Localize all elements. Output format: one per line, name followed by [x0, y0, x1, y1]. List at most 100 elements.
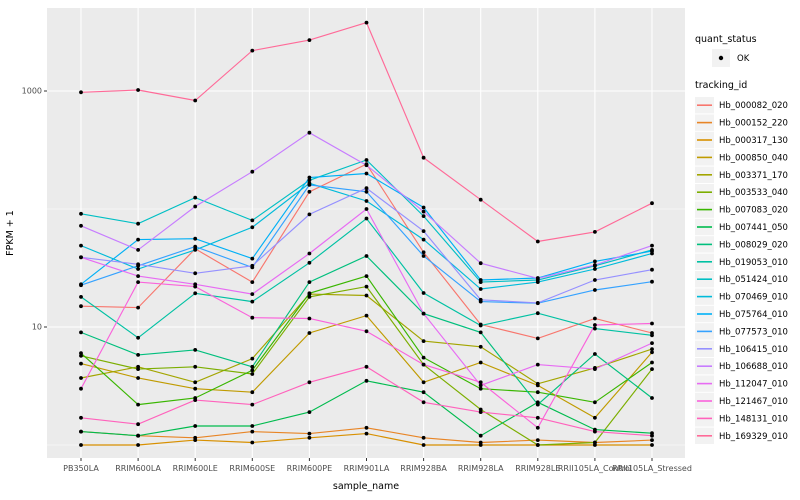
- data-point-Hb_019053_010-RRIM928BA: [421, 291, 426, 295]
- data-point-Hb_000082_020-RRIM600SE: [250, 280, 255, 284]
- data-point-Hb_003371_170-RRII105LA_Stressed: [650, 347, 654, 351]
- data-point-Hb_112047_010-RRIM928LE: [535, 362, 540, 367]
- data-point-Hb_007441_050-RRIM600LA: [136, 433, 141, 438]
- data-point-Hb_000850_040-RRIM600LA: [136, 376, 141, 380]
- data-point-Hb_003371_170-RRIM600SE: [250, 356, 255, 361]
- data-point-Hb_019053_010-RRIM928LA: [478, 323, 483, 328]
- x-tick-label-RRII105LA_Control: RRII105LA_Control: [558, 464, 632, 473]
- data-point-Hb_003533_040-RRIM600LA: [136, 367, 141, 371]
- data-point-Hb_112047_010-RRII105LA_Control: [593, 367, 597, 371]
- legend-label-Hb_169329_010: Hb_169329_010: [719, 432, 788, 442]
- data-point-Hb_000152_220-RRIM901LA: [364, 425, 369, 430]
- data-point-Hb_075764_010-RRIM600LE: [193, 236, 198, 241]
- data-point-Hb_169329_010-PB350LA: [79, 90, 83, 95]
- data-point-Hb_000082_020-RRIM600PE: [307, 189, 312, 194]
- data-point-Hb_051424_010-RRIM901LA: [364, 158, 369, 162]
- data-point-Hb_019053_010-RRIM901LA: [364, 216, 369, 221]
- legend-label-Hb_106688_010: Hb_106688_010: [719, 362, 788, 372]
- x-tick-label-RRIM600SE: RRIM600SE: [229, 464, 275, 473]
- data-point-Hb_148131_010-RRIM600PE: [307, 380, 312, 385]
- legend-label-ok: OK: [737, 54, 750, 64]
- data-point-Hb_106415_010-RRII105LA_Stressed: [650, 267, 654, 272]
- data-point-Hb_121467_010-PB350LA: [79, 386, 83, 391]
- data-point-Hb_007441_050-RRIM600PE: [307, 410, 312, 414]
- data-point-Hb_008029_020-RRIM600SE: [250, 364, 255, 369]
- data-point-Hb_008029_020-RRIM928LA: [478, 330, 483, 335]
- data-point-Hb_003533_040-RRIM600PE: [307, 295, 312, 299]
- data-point-Hb_007083_020-RRIM901LA: [364, 274, 369, 278]
- data-point-Hb_106688_010-RRIM928LE: [535, 276, 540, 281]
- data-point-Hb_008029_020-RRIM600LE: [193, 348, 198, 352]
- data-point-Hb_112047_010-RRIM928BA: [421, 311, 426, 316]
- data-point-Hb_000082_020-RRIM928BA: [421, 250, 426, 255]
- legend-label-Hb_007441_050: Hb_007441_050: [719, 223, 788, 233]
- data-point-Hb_000850_040-RRIM928LA: [478, 360, 483, 365]
- data-point-Hb_070469_010-RRIM600LA: [136, 267, 141, 271]
- data-point-Hb_008029_020-PB350LA: [79, 330, 83, 335]
- data-point-Hb_169329_010-RRII105LA_Control: [593, 230, 597, 234]
- data-point-Hb_000082_020-RRIM928LE: [535, 336, 540, 341]
- data-point-Hb_112047_010-RRIM901LA: [364, 207, 369, 211]
- data-point-Hb_019053_010-RRIM928LE: [535, 311, 540, 316]
- data-point-Hb_075764_010-RRIM600PE: [307, 175, 312, 180]
- data-point-Hb_169329_010-RRIM600LE: [193, 98, 198, 103]
- data-point-Hb_000317_130-RRIM901LA: [364, 431, 369, 436]
- data-point-Hb_000082_020-RRIM600LA: [136, 305, 141, 310]
- legend-label-Hb_000850_040: Hb_000850_040: [719, 153, 788, 163]
- data-point-Hb_003533_040-RRIM600SE: [250, 372, 255, 376]
- data-point-Hb_007083_020-RRIM600LA: [136, 402, 141, 407]
- data-point-Hb_000082_020-RRII105LA_Control: [593, 316, 597, 321]
- data-point-Hb_019053_010-RRIM600LA: [136, 335, 141, 340]
- data-point-Hb_169329_010-RRIM901LA: [364, 20, 369, 25]
- data-point-Hb_169329_010-RRIM600LA: [136, 88, 141, 92]
- data-point-Hb_007441_050-RRIM928LA: [478, 433, 483, 438]
- data-point-Hb_077573_010-PB350LA: [79, 283, 83, 288]
- data-point-Hb_070469_010-RRIM901LA: [364, 199, 369, 203]
- data-point-Hb_121467_010-RRIM600SE: [250, 315, 255, 320]
- data-point-Hb_077573_010-RRII105LA_Stressed: [650, 279, 654, 284]
- data-point-Hb_106415_010-RRIM928LA: [478, 297, 483, 302]
- data-point-Hb_000152_220-RRIM600PE: [307, 431, 312, 436]
- legend-label-Hb_148131_010: Hb_148131_010: [719, 414, 788, 424]
- data-point-Hb_000850_040-RRIM600SE: [250, 390, 255, 395]
- data-point-Hb_007083_020-RRIM600PE: [307, 291, 312, 296]
- data-point-Hb_003533_040-RRIM901LA: [364, 284, 369, 289]
- data-point-Hb_003533_040-RRIM928LE: [535, 443, 540, 447]
- y-axis-title: FPKM + 1: [5, 210, 16, 256]
- data-point-Hb_077573_010-RRIM901LA: [364, 189, 369, 194]
- data-point-Hb_106415_010-RRIM901LA: [364, 186, 369, 191]
- data-point-Hb_003533_040-PB350LA: [79, 353, 83, 358]
- data-point-Hb_075764_010-RRII105LA_Control: [593, 259, 597, 264]
- x-tick-label-RRIM600LE: RRIM600LE: [173, 464, 218, 473]
- data-point-Hb_003371_170-RRIM901LA: [364, 293, 369, 298]
- legend-label-Hb_000152_220: Hb_000152_220: [719, 119, 788, 129]
- data-point-Hb_008029_020-RRIM600PE: [307, 280, 312, 284]
- data-point-Hb_007083_020-RRIM928BA: [421, 355, 426, 360]
- data-point-Hb_077573_010-RRIM928BA: [421, 254, 426, 258]
- data-point-Hb_121467_010-RRIM928LA: [478, 380, 483, 385]
- legend-label-Hb_000082_020: Hb_000082_020: [719, 101, 788, 111]
- legend-label-Hb_051424_010: Hb_051424_010: [719, 275, 788, 285]
- y-tick-label: 1000: [22, 87, 42, 96]
- data-point-Hb_148131_010-RRIM600LA: [136, 422, 141, 427]
- data-point-Hb_051424_010-RRIM600LE: [193, 195, 198, 200]
- data-point-Hb_000850_040-RRIM600PE: [307, 331, 312, 335]
- data-point-Hb_148131_010-RRIM901LA: [364, 364, 369, 369]
- data-point-Hb_121467_010-RRIM928BA: [421, 362, 426, 367]
- data-point-Hb_051424_010-RRIM928BA: [421, 214, 426, 219]
- data-point-Hb_075764_010-RRIM600LA: [136, 237, 141, 242]
- data-point-Hb_075764_010-RRIM928BA: [421, 205, 426, 210]
- data-point-Hb_000317_130-RRII105LA_Stressed: [650, 443, 654, 447]
- data-point-Hb_051424_010-PB350LA: [79, 211, 83, 216]
- data-point-Hb_169329_010-RRII105LA_Stressed: [650, 201, 654, 206]
- x-tick-label-RRIM600LA: RRIM600LA: [115, 464, 161, 473]
- data-point-Hb_106688_010-PB350LA: [79, 223, 83, 228]
- legend-label-Hb_075764_010: Hb_075764_010: [719, 310, 788, 320]
- legend-label-Hb_003371_170: Hb_003371_170: [719, 171, 788, 181]
- data-point-Hb_000850_040-RRIM600LE: [193, 386, 198, 391]
- data-point-Hb_121467_010-RRIM901LA: [364, 329, 369, 334]
- data-point-Hb_003371_170-RRIM928LA: [478, 344, 483, 349]
- data-point-Hb_106415_010-RRIM600PE: [307, 212, 312, 217]
- data-point-Hb_106688_010-RRII105LA_Stressed: [650, 243, 654, 248]
- data-point-Hb_106688_010-RRIM600LE: [193, 204, 198, 209]
